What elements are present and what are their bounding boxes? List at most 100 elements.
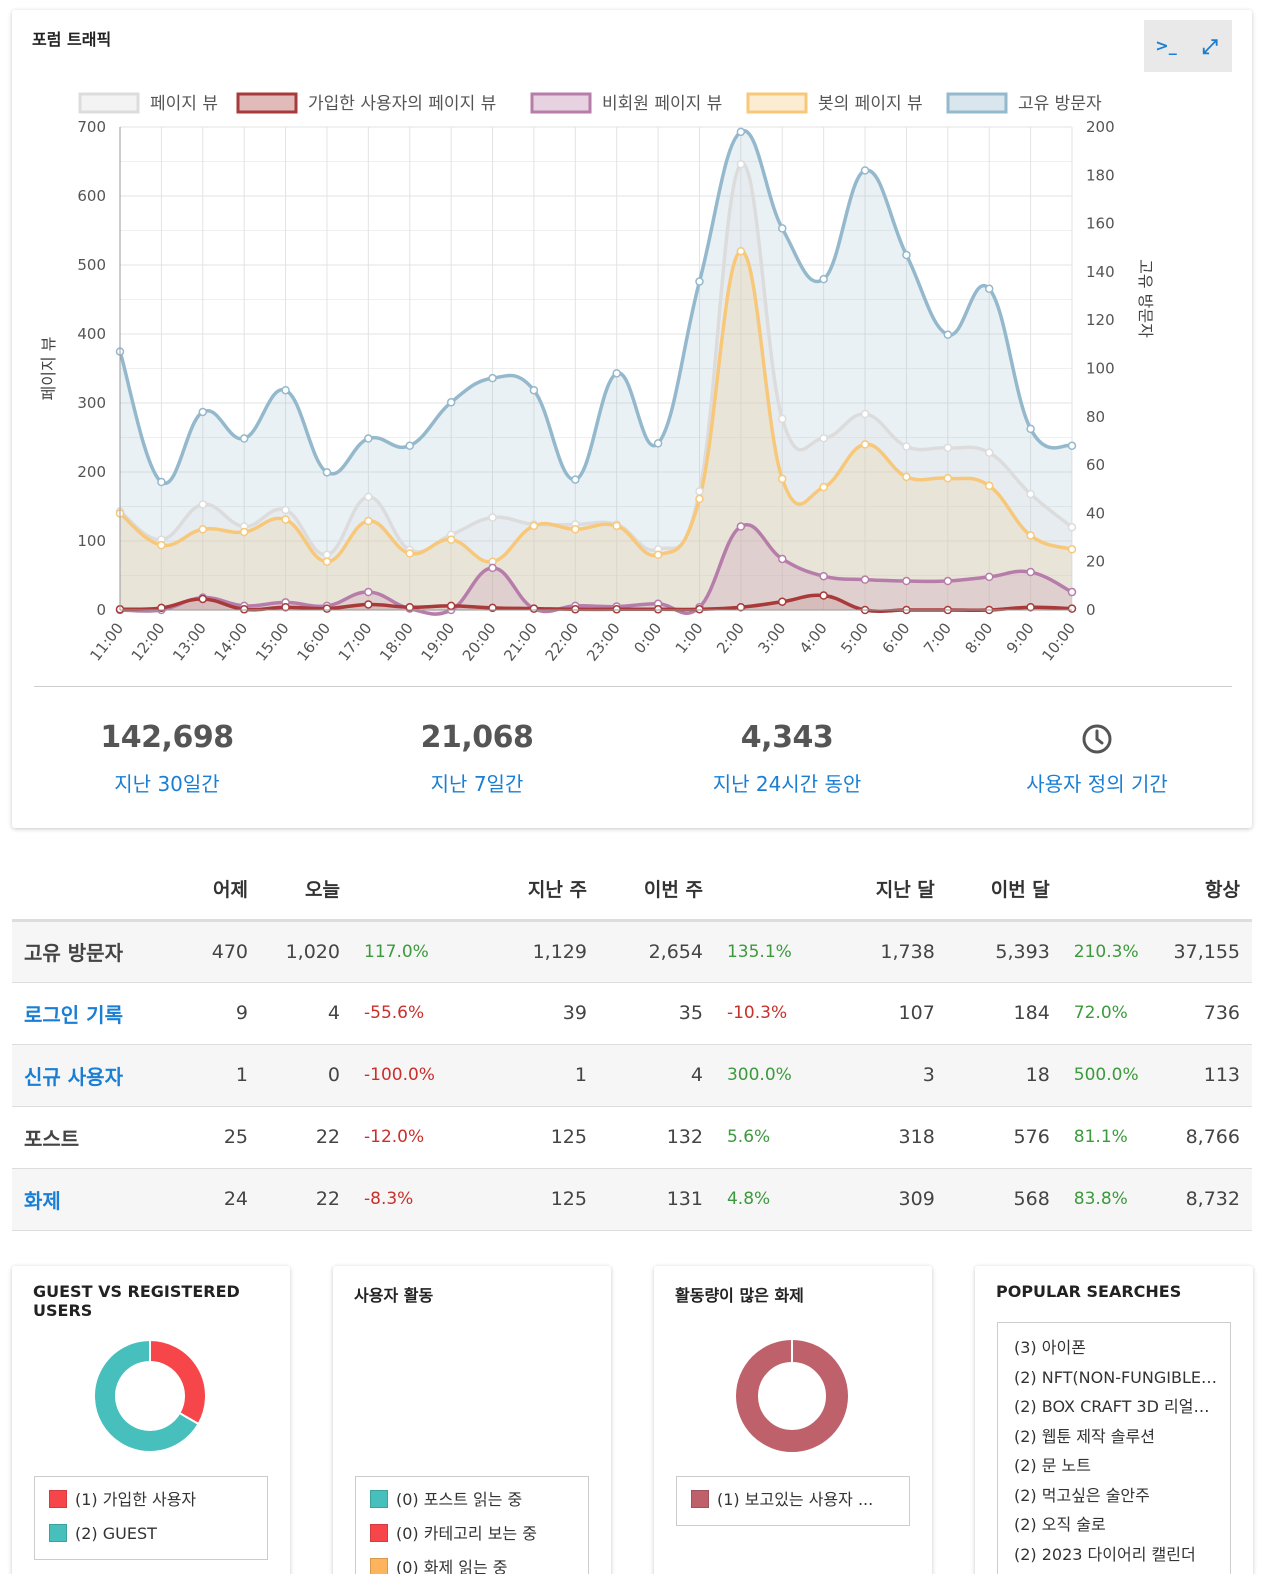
data-point <box>364 600 373 609</box>
data-point <box>198 594 208 604</box>
data-point <box>1067 522 1077 532</box>
data-point <box>943 576 953 586</box>
legend-swatch <box>236 92 298 114</box>
data-point <box>529 604 539 613</box>
search-item[interactable]: (2) 웹툰 제작 솔루션 <box>1014 1426 1155 1446</box>
search-item[interactable]: (2) NFT(NON-FUNGIBLE TOKEN) <box>1014 1367 1218 1387</box>
table-cell: 184 <box>946 982 1062 1045</box>
y2-tick-label: 140 <box>1086 263 1115 281</box>
table-cell: 1 <box>172 1044 260 1107</box>
legend: (1) 가입한 사용자 (2) GUEST <box>34 1476 268 1560</box>
stat-link-7-days[interactable]: 지난 7일간 <box>430 772 524 796</box>
x-tick-label: 9:00 <box>1003 619 1038 657</box>
data-point <box>571 525 580 534</box>
expand-icon[interactable]: ⤢ <box>1202 34 1218 58</box>
series-area <box>120 251 1072 611</box>
table-header: 지난 주 <box>446 858 599 922</box>
x-tick-label: 23:00 <box>583 619 624 664</box>
legend-item: (0) 화제 읽는 중 <box>370 1553 574 1574</box>
y-tick-label: 700 <box>77 118 106 136</box>
x-tick-label: 5:00 <box>837 619 872 657</box>
data-point <box>529 385 539 395</box>
data-point <box>778 554 787 564</box>
series-line <box>118 162 1074 557</box>
change-percent: -55.6% <box>352 982 447 1045</box>
stat-value: 21,068 <box>420 720 534 755</box>
table-row: 고유 방문자 470 1,020 117.0% 1,129 2,654 135.1% 1,73… <box>12 920 1252 983</box>
clock-icon[interactable] <box>942 720 1252 760</box>
row-label[interactable]: 화제 <box>12 1168 172 1231</box>
legend-swatch <box>691 1490 709 1508</box>
data-point <box>281 515 290 524</box>
divider <box>34 686 1232 687</box>
table-cell: 25 <box>172 1106 260 1169</box>
legend-swatch <box>946 92 1008 114</box>
data-point <box>488 513 497 522</box>
change-percent: 117.0% <box>352 920 447 983</box>
data-point <box>736 246 746 256</box>
x-tick-label: 18:00 <box>376 619 417 664</box>
active-topics-doughnut <box>736 1340 848 1452</box>
table-row: 신규 사용자 1 0 -100.0% 1 4 300.0% 3 18 500.0% 113 <box>12 1044 1252 1107</box>
stat-link-30-days[interactable]: 지난 30일간 <box>114 772 220 796</box>
legend-item: (1) 보고있는 사용자 ... <box>691 1485 895 1519</box>
data-point <box>322 550 332 560</box>
table-cell: 576 <box>946 1106 1062 1169</box>
data-point <box>943 330 953 339</box>
traffic-title: 포럼 트래픽 <box>32 30 112 49</box>
table-cell: 1,129 <box>446 920 599 983</box>
data-point <box>529 521 539 531</box>
table-cell: 568 <box>946 1168 1062 1231</box>
change-percent: 500.0% <box>1061 1044 1151 1107</box>
stat-link-24-hours[interactable]: 지난 24시간 동안 <box>712 772 862 796</box>
x-tick-label: 21:00 <box>500 619 541 664</box>
x-tick-label: 12:00 <box>128 619 169 664</box>
search-item[interactable]: (2) 오직 술로 <box>1014 1515 1106 1534</box>
data-point <box>943 473 953 483</box>
legend-item: (2) GUEST <box>49 1519 253 1553</box>
table-cell: 0 <box>260 1044 352 1107</box>
data-point <box>281 385 290 395</box>
table-header: 이번 주 <box>598 858 715 922</box>
row-label[interactable]: 로그인 기록 <box>12 982 172 1045</box>
legend-item: (0) 포스트 읽는 중 <box>370 1485 574 1519</box>
legend-swatch <box>370 1524 388 1542</box>
legend-swatch <box>49 1490 67 1508</box>
data-point <box>653 550 663 560</box>
legend-label: 페이지 뷰 <box>150 94 218 114</box>
user-activity-card: 사용자 활동 (0) 포스트 읽는 중 (0) 카테고리 보는 중 (0) 화제… <box>333 1266 611 1574</box>
search-item[interactable]: (3) 아이폰 <box>1014 1338 1086 1357</box>
change-percent: -12.0% <box>352 1106 447 1169</box>
x-tick-label: 0:00 <box>630 619 665 657</box>
data-point <box>157 477 166 487</box>
data-point <box>860 409 870 419</box>
search-item[interactable]: (2) BOX CRAFT 3D 리얼리티 <box>1014 1397 1218 1416</box>
data-point <box>653 605 663 614</box>
data-point <box>446 398 456 407</box>
series-line <box>118 249 1073 564</box>
row-label[interactable]: 신규 사용자 <box>12 1044 172 1107</box>
data-point <box>1026 531 1035 540</box>
search-item[interactable]: (2) 먹고싶은 술안주 <box>1014 1485 1150 1505</box>
search-item[interactable]: (2) 문 노트 <box>1014 1456 1091 1475</box>
y2-tick-label: 180 <box>1086 166 1115 184</box>
legend-label: 비회원 페이지 뷰 <box>602 94 722 114</box>
legend-label: 고유 방문자 <box>1018 94 1102 114</box>
x-tick-label: 15:00 <box>252 619 293 664</box>
legend-item: (1) 가입한 사용자 <box>49 1485 253 1519</box>
search-item[interactable]: (2) 2023 다이어리 캘린더 <box>1014 1544 1196 1564</box>
data-point <box>902 250 911 260</box>
legend-label: (0) 화제 읽는 중 <box>396 1558 508 1574</box>
y2-tick-label: 40 <box>1086 504 1105 522</box>
table-header <box>12 858 172 922</box>
data-point <box>239 605 249 614</box>
terminal-icon[interactable]: >_ <box>1155 36 1177 55</box>
table-cell: 736 <box>1150 982 1252 1045</box>
data-point <box>902 472 911 482</box>
table-cell: 24 <box>172 1168 260 1231</box>
stat-link-custom-range[interactable]: 사용자 정의 기간 <box>1026 772 1168 796</box>
table-cell: 22 <box>260 1106 352 1169</box>
data-point <box>736 127 746 137</box>
table-cell: 4 <box>598 1044 715 1107</box>
y2-tick-label: 200 <box>1086 118 1115 136</box>
